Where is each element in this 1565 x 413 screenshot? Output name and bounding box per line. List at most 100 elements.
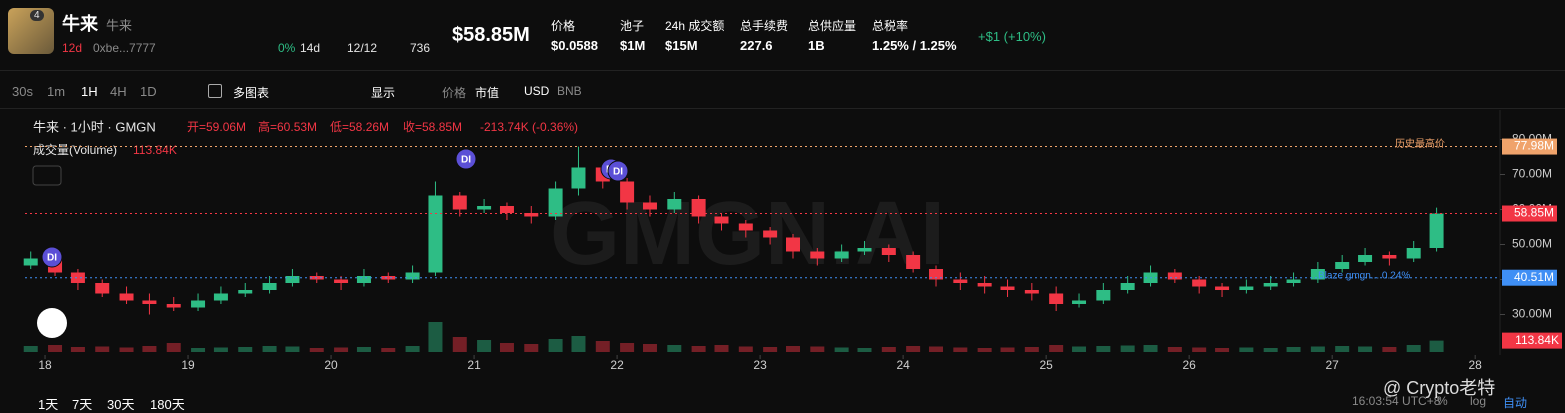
event-label: DI: [47, 253, 57, 264]
usd-toggle[interactable]: USD: [524, 84, 550, 98]
candle-body: [119, 293, 134, 301]
candle-body: [1406, 247, 1421, 259]
auto-toggle[interactable]: 自动: [1503, 396, 1528, 410]
stat-value: 227.6: [740, 38, 773, 53]
chart-title: 牛来 · 1小时 · GMGN: [33, 119, 156, 134]
multi-chart[interactable]: 多图表: [233, 86, 270, 100]
volume-bar: [428, 322, 443, 352]
volume-bar: [1335, 346, 1350, 352]
volume-bar: [1215, 348, 1230, 352]
volume-bar: [1263, 348, 1278, 352]
stat-value: 1.25% / 1.25%: [872, 38, 957, 53]
volume-bar: [285, 346, 300, 352]
ratio: 12/12: [347, 41, 378, 55]
volume-bar: [691, 346, 706, 352]
log-toggle[interactable]: log: [1470, 394, 1487, 408]
volume-bar: [620, 343, 635, 352]
toolbar: [0, 72, 1565, 109]
clock: 16:03:54 UTC+8: [1352, 394, 1441, 408]
price-tag-label: 40.51M: [1514, 270, 1554, 284]
pct-toggle[interactable]: %: [1437, 394, 1448, 408]
volume-bar: [262, 346, 277, 352]
ohlc-open: 开=59.06M: [187, 120, 246, 134]
y-tick-label: 70.00M: [1512, 167, 1552, 181]
candle-body: [763, 230, 778, 238]
candle-body: [238, 289, 253, 294]
candle-body: [428, 195, 443, 273]
volume-bar: [1192, 347, 1207, 352]
volume-tag: [1502, 332, 1562, 349]
volume-bar: [1358, 346, 1373, 352]
price-note: Blaze gmgn... 0.24%: [1318, 270, 1410, 281]
volume-bar: [857, 348, 872, 352]
candle-body: [70, 272, 85, 283]
views: 736: [410, 41, 431, 55]
volume-legend-value: 113.84K: [133, 143, 177, 157]
volume-bar: [763, 347, 778, 352]
x-tick-label: 28: [1469, 358, 1483, 372]
volume-bar: [1310, 346, 1325, 352]
stat-value: $15M: [665, 38, 698, 53]
candle-body: [571, 167, 586, 189]
volume-tag-label: 113.84K: [1515, 333, 1559, 347]
volume-bar: [548, 339, 563, 352]
volume-bar: [906, 346, 921, 352]
volume-bar: [881, 347, 896, 352]
candle-body: [262, 282, 277, 290]
interval[interactable]: 30s: [12, 84, 33, 99]
interval[interactable]: 1m: [47, 84, 66, 99]
price-toggle[interactable]: 价格: [442, 86, 467, 100]
x-tick-label: 24: [896, 358, 910, 372]
volume-bar: [667, 345, 682, 352]
candle-body: [642, 202, 657, 210]
address: 0xbe...7777: [93, 41, 156, 55]
price-tag: [1502, 269, 1557, 286]
interval[interactable]: 1H: [81, 84, 98, 99]
interval[interactable]: 4H: [110, 84, 127, 99]
ohlc-close: 收=58.85M: [403, 120, 462, 134]
collapse-button[interactable]: [32, 165, 62, 186]
stat-label: 价格: [551, 19, 576, 33]
volume-bar: [70, 347, 85, 352]
stat-label: 池子: [620, 19, 645, 33]
candle-body: [499, 205, 514, 213]
range[interactable]: 1天: [38, 397, 59, 412]
candle-body: [1072, 300, 1087, 305]
volume-bar: [452, 337, 467, 352]
volume-bar: [499, 343, 514, 352]
volume-bar: [405, 346, 420, 352]
candle-body: [142, 300, 157, 305]
interval[interactable]: 1D: [140, 84, 157, 99]
watermark: GMGN.AI: [550, 184, 945, 284]
volume-bar: [642, 344, 657, 352]
mcap-toggle[interactable]: 市值: [475, 86, 500, 100]
range[interactable]: 30天: [107, 397, 135, 412]
bnb-toggle[interactable]: BNB: [557, 84, 582, 98]
volume-bar: [1429, 340, 1444, 352]
candle-body: [548, 188, 563, 217]
range[interactable]: 7天: [72, 397, 93, 412]
volume-bar: [571, 336, 586, 352]
stat-value: $0.0588: [551, 38, 598, 53]
volume-bar: [334, 347, 349, 352]
candle-body: [1215, 286, 1230, 290]
volume-bar: [595, 341, 610, 352]
checkbox[interactable]: [208, 84, 222, 98]
event-marker: [607, 160, 629, 182]
candle-body: [213, 293, 228, 301]
volume-bar: [356, 347, 371, 352]
candle-body: [810, 251, 825, 259]
stat-label: 总供应量: [808, 19, 857, 33]
candle-body: [1429, 213, 1444, 248]
display[interactable]: 显示: [371, 86, 396, 100]
volume-bar: [23, 346, 38, 352]
price-tag-label: 77.98M: [1514, 139, 1554, 153]
volume-bar: [119, 347, 134, 352]
volume-bar: [953, 347, 968, 352]
range[interactable]: 180天: [150, 397, 185, 412]
candle-body: [1310, 268, 1325, 280]
candle-body: [1358, 254, 1373, 262]
candle-body: [191, 300, 206, 308]
